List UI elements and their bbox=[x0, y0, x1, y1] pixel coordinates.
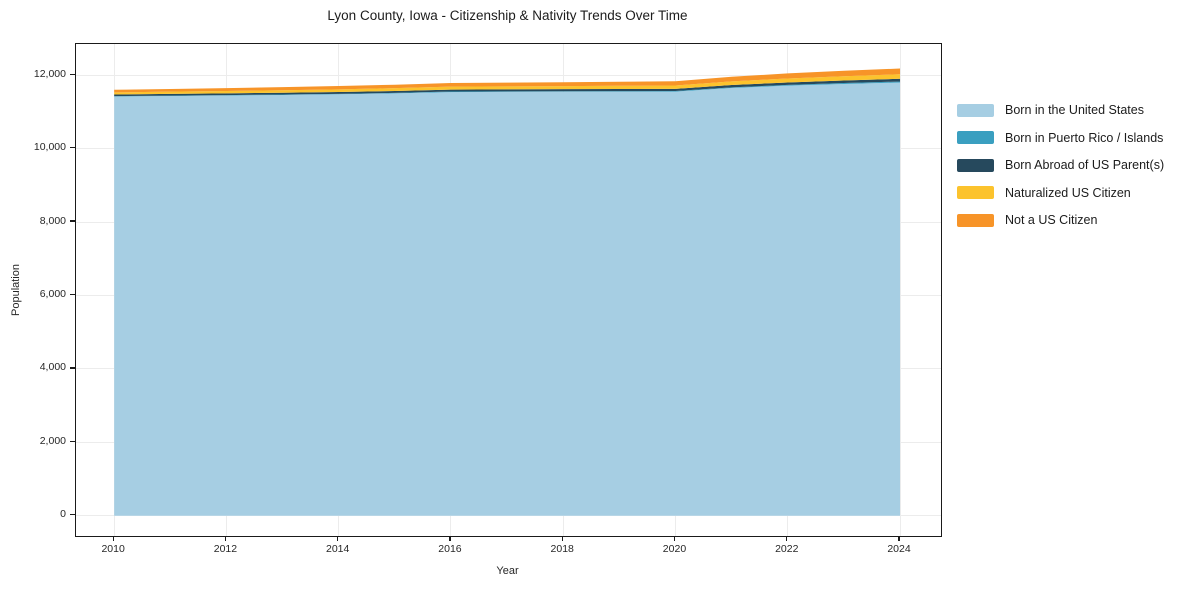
gridline-vertical bbox=[113, 44, 115, 536]
x-tick-mark bbox=[898, 536, 900, 542]
y-tick-label: 0 bbox=[60, 508, 66, 521]
area-series-born-in-the-united-states bbox=[114, 82, 901, 516]
y-tick-label: 2,000 bbox=[39, 434, 66, 447]
y-tick-mark bbox=[70, 293, 75, 296]
y-tick-label: 4,000 bbox=[39, 361, 66, 374]
area-series-not-a-us-citizen bbox=[114, 68, 901, 93]
y-tick-mark bbox=[70, 440, 75, 442]
legend-label: Born in the United States bbox=[1005, 103, 1144, 117]
x-tick-label: 2020 bbox=[662, 543, 687, 555]
x-tick-label: 2016 bbox=[438, 543, 462, 555]
legend-swatch-icon bbox=[957, 103, 994, 117]
legend-label: Born Abroad of US Parent(s) bbox=[1005, 158, 1165, 172]
legend-item: Born in the United States bbox=[957, 101, 1164, 119]
x-tick-mark bbox=[786, 536, 788, 542]
x-tick-mark bbox=[561, 536, 563, 542]
legend-item: Not a US Citizen bbox=[957, 211, 1164, 229]
y-tick-mark bbox=[70, 73, 75, 75]
x-tick-mark bbox=[673, 536, 676, 542]
x-tick-mark bbox=[449, 536, 451, 542]
legend-label: Not a US Citizen bbox=[1005, 213, 1098, 227]
x-tick-label: 2018 bbox=[550, 543, 574, 555]
y-tick-mark bbox=[70, 220, 75, 222]
legend-swatch-icon bbox=[957, 186, 994, 199]
x-tick-mark bbox=[112, 536, 114, 542]
y-tick-label: 8,000 bbox=[39, 214, 66, 227]
chart-title: Lyon County, Iowa - Citizenship & Nativi… bbox=[327, 8, 688, 23]
legend-item: Born in Puerto Rico / Islands bbox=[957, 129, 1164, 147]
plot-area bbox=[75, 43, 942, 537]
y-tick-label: 12,000 bbox=[33, 67, 66, 80]
x-axis-label: Year bbox=[496, 565, 519, 577]
legend-item: Born Abroad of US Parent(s) bbox=[957, 156, 1164, 174]
area-series-born-abroad-of-us-parent-s- bbox=[114, 78, 901, 97]
x-tick-mark bbox=[337, 536, 339, 542]
legend: Born in the United States Born in Puerto … bbox=[957, 101, 1164, 239]
legend-swatch-icon bbox=[957, 131, 994, 144]
area-series-naturalized-us-citizen bbox=[114, 74, 901, 95]
legend-swatch-icon bbox=[957, 158, 994, 172]
x-tick-label: 2010 bbox=[101, 543, 125, 555]
stacked-area-canvas bbox=[114, 68, 901, 516]
x-tick-label: 2012 bbox=[213, 543, 238, 555]
y-tick-label: 6,000 bbox=[39, 288, 66, 300]
x-tick-label: 2024 bbox=[887, 543, 911, 555]
legend-label: Naturalized US Citizen bbox=[1005, 185, 1131, 200]
x-tick-mark bbox=[224, 536, 227, 542]
legend-swatch-icon bbox=[957, 213, 994, 227]
y-tick-mark bbox=[70, 367, 75, 369]
x-tick-label: 2022 bbox=[775, 543, 799, 555]
legend-label: Born in Puerto Rico / Islands bbox=[1005, 130, 1164, 145]
x-tick-label: 2014 bbox=[326, 543, 350, 555]
legend-item: Naturalized US Citizen bbox=[957, 184, 1164, 202]
y-tick-label: 10,000 bbox=[33, 141, 66, 154]
y-tick-mark bbox=[70, 514, 75, 516]
gridline-horizontal bbox=[76, 74, 941, 76]
y-tick-mark bbox=[70, 147, 75, 149]
